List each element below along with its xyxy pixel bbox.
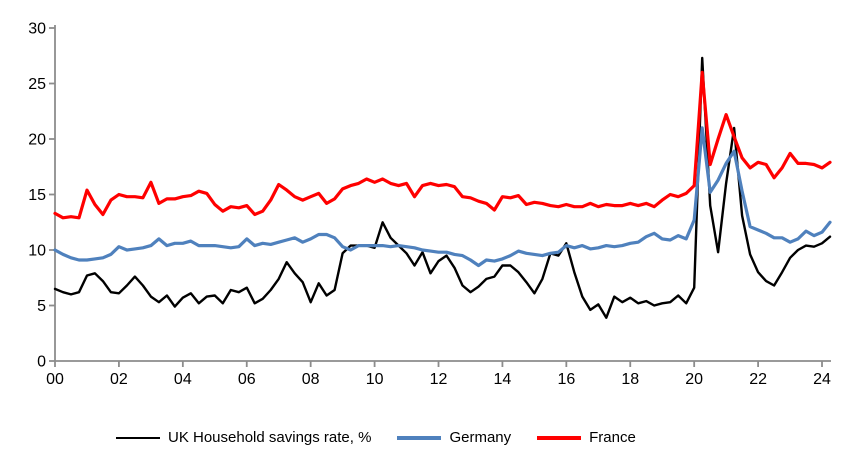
x-tick-label: 08: [302, 371, 320, 388]
x-tick-label: 02: [110, 371, 128, 388]
x-tick-label: 12: [430, 371, 448, 388]
legend-label-uk: UK Household savings rate, %: [168, 429, 372, 446]
y-tick-label: 10: [28, 243, 46, 260]
x-tick-label: 10: [366, 371, 384, 388]
x-tick-label: 14: [494, 371, 512, 388]
france-line-swatch: [537, 436, 582, 440]
germany-line-swatch: [397, 436, 442, 440]
legend-item-germany: Germany: [397, 427, 511, 449]
y-tick-label: 5: [37, 298, 46, 315]
france-savings-line: [53, 70, 832, 220]
legend-label-france: France: [589, 429, 636, 446]
chart-legend: UK Household savings rate, % Germany Fra…: [116, 427, 636, 449]
y-tick-label: 25: [28, 76, 46, 93]
y-tick-label: 20: [28, 132, 46, 149]
x-tick-label: 16: [557, 371, 575, 388]
y-tick-label: 15: [28, 187, 46, 204]
x-tick-label: 18: [621, 371, 639, 388]
x-tick-label: 22: [749, 371, 767, 388]
x-tick-label: 20: [685, 371, 703, 388]
y-tick-label: 30: [28, 21, 46, 38]
x-tick-label: 24: [813, 371, 831, 388]
y-tick-label: 0: [37, 354, 46, 371]
uk-line-swatch: [116, 436, 160, 440]
germany-savings-line: [53, 126, 832, 268]
x-tick-label: 06: [238, 371, 256, 388]
x-tick-label: 04: [174, 371, 192, 388]
x-tick-label: 00: [46, 371, 64, 388]
legend-item-france: France: [537, 427, 636, 449]
legend-item-uk: UK Household savings rate, %: [116, 427, 371, 449]
legend-label-germany: Germany: [449, 429, 512, 446]
